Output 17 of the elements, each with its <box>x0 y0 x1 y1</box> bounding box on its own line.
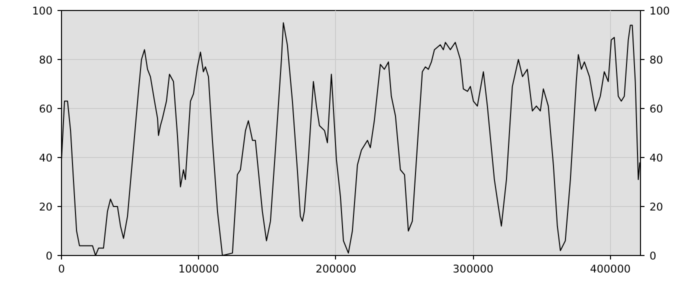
x-tick-label: 300000 <box>452 262 494 276</box>
y2-tick-label: 100 <box>650 4 670 18</box>
y2-tick-label: 40 <box>650 152 664 164</box>
x-tick-label: 100000 <box>178 262 220 276</box>
y-tick-label: 80 <box>38 54 53 66</box>
y2-tick-label: 60 <box>650 102 664 116</box>
y2-tick-label: 20 <box>650 200 664 214</box>
y-tick-label: 0 <box>46 250 53 262</box>
y2-tick-label: 80 <box>650 54 664 66</box>
y-tick-label: 100 <box>32 4 53 18</box>
x-tick-label: 400000 <box>590 262 631 276</box>
x-tick-label: 0 <box>58 262 66 276</box>
y2-tick-label: 0 <box>650 250 656 262</box>
y-tick-label: 60 <box>38 102 53 116</box>
y-tick-label: 40 <box>38 152 53 164</box>
y-tick-label: 20 <box>38 200 53 214</box>
x-tick-label: 200000 <box>316 262 356 276</box>
